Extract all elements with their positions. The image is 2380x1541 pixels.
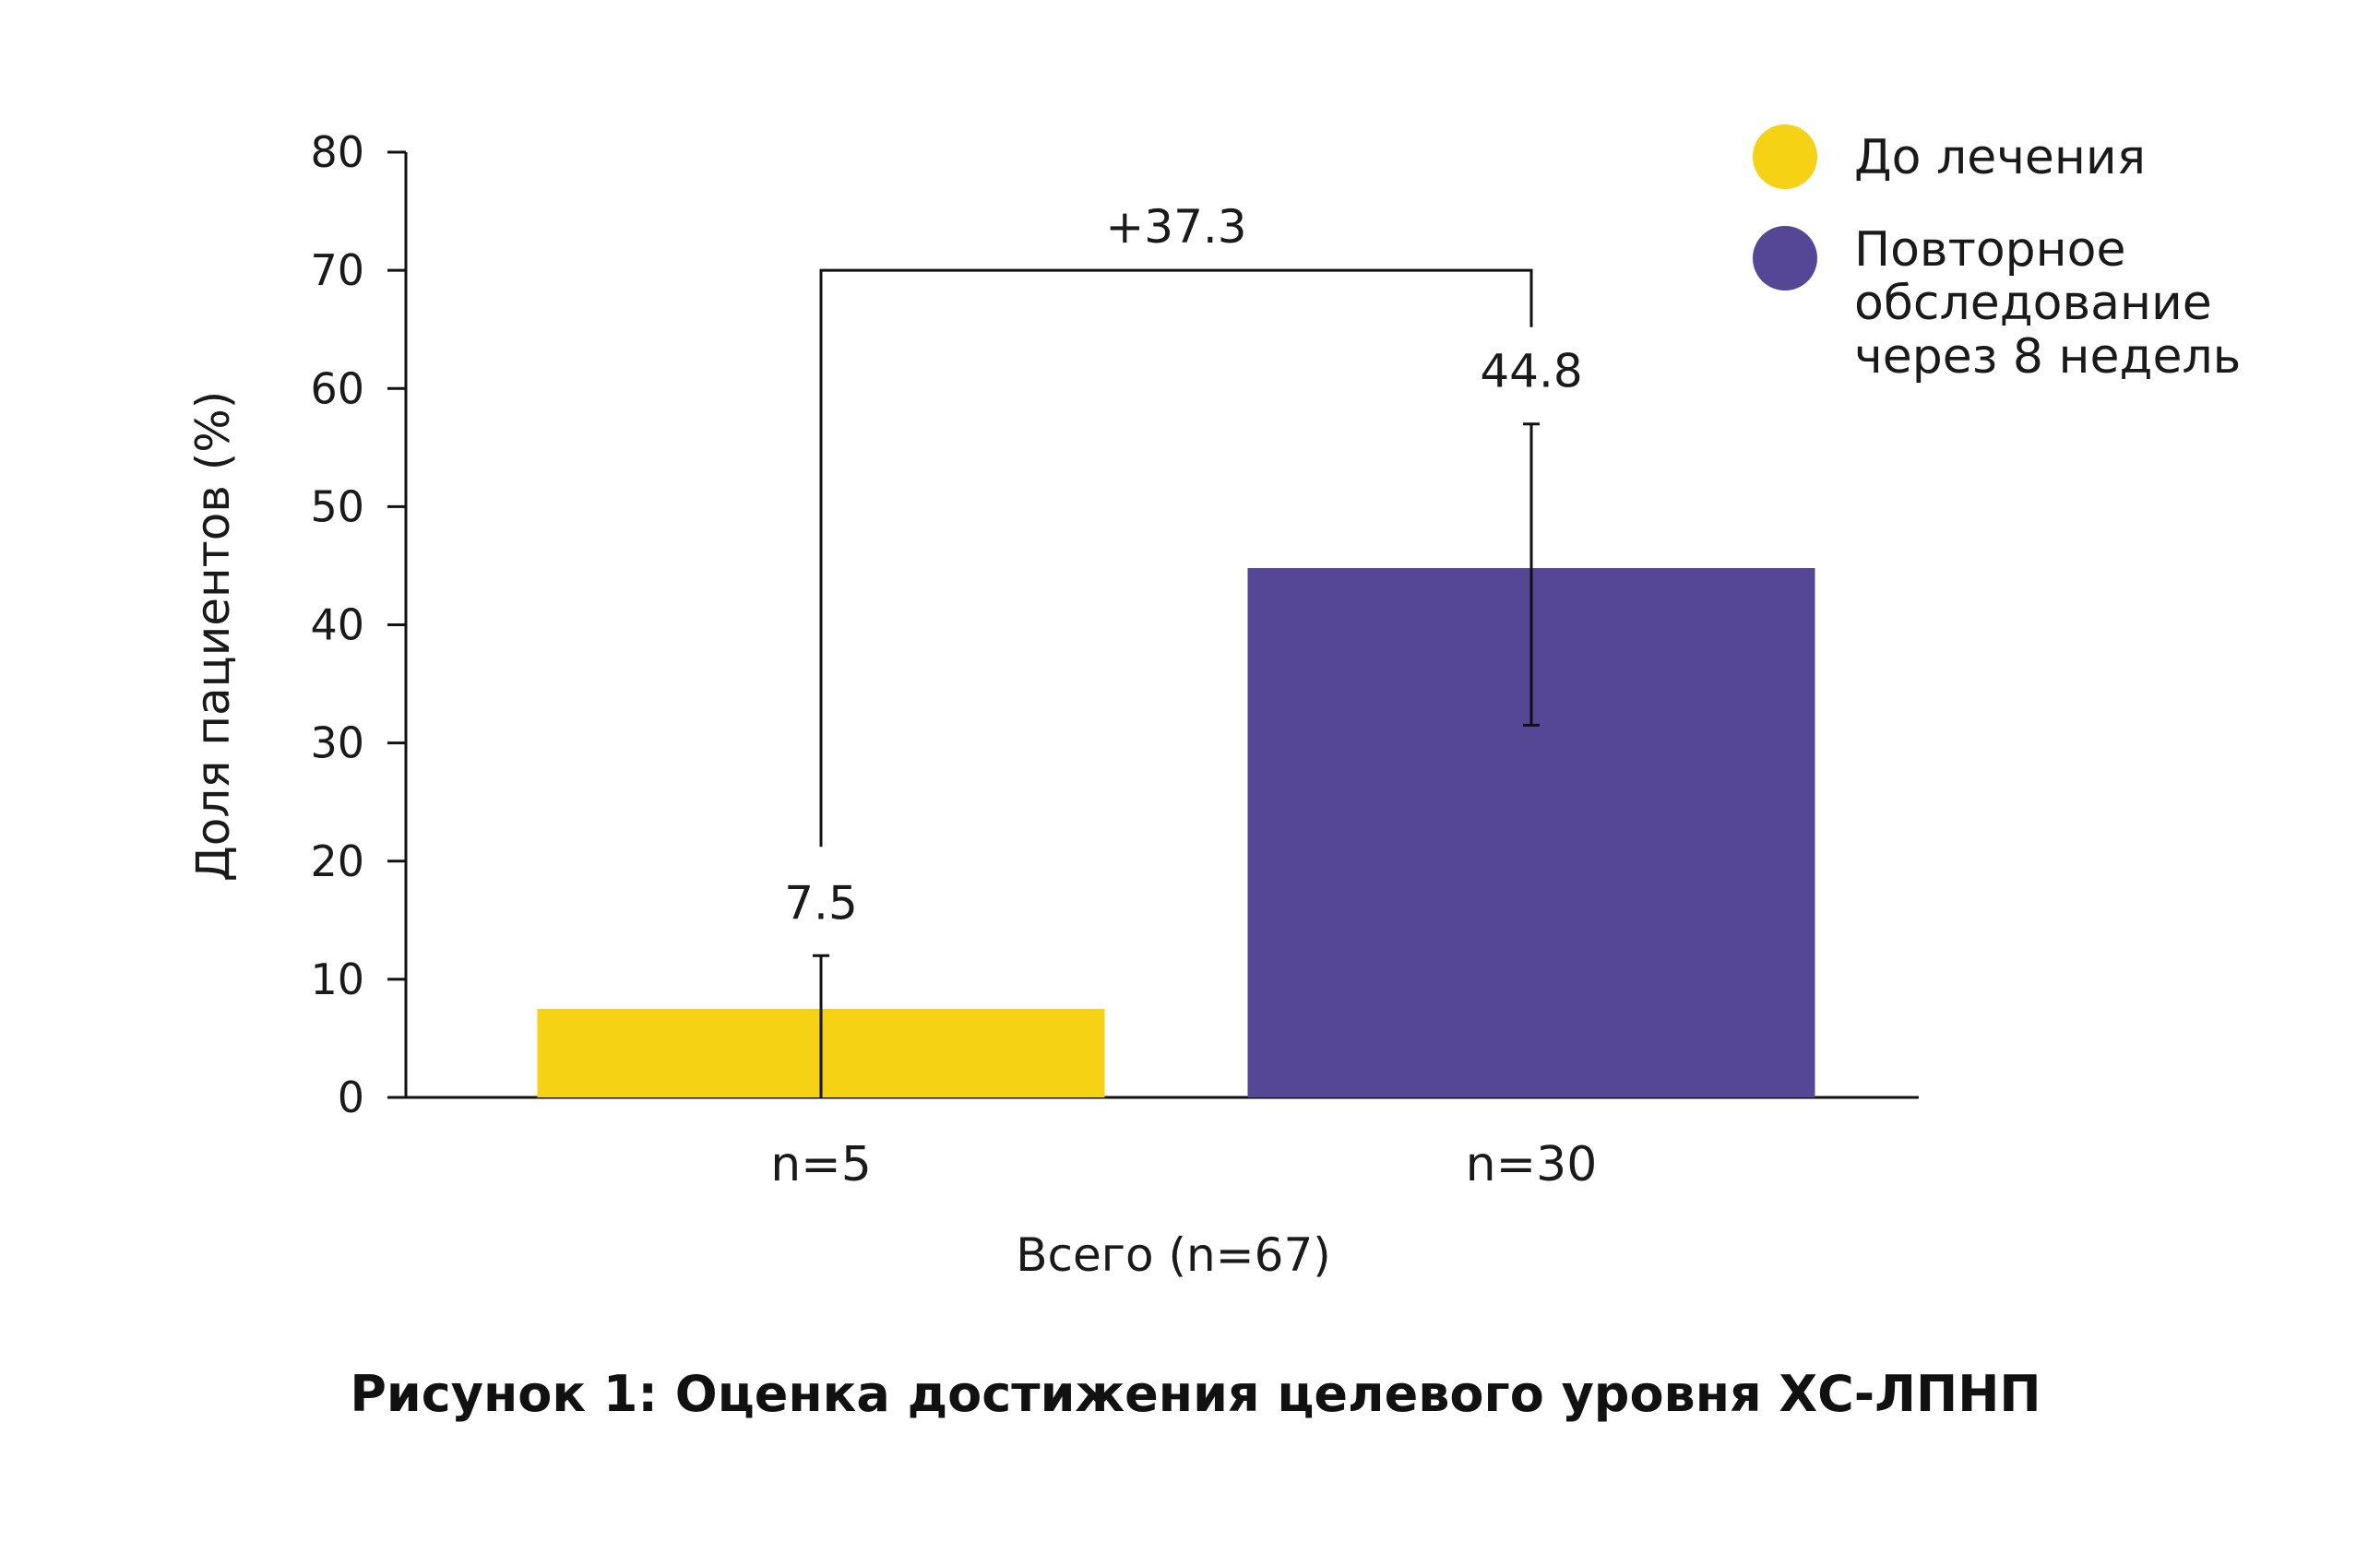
y-tick-label: 40 [310, 600, 364, 650]
y-tick-label: 20 [310, 836, 364, 886]
difference-bracket: +37.3 [819, 200, 1533, 848]
legend-label-after-line: через 8 недель [1854, 329, 2241, 385]
y-tick-label: 30 [310, 718, 364, 768]
figure-caption: Рисунок 1: Оценка достижения целевого ур… [350, 1365, 2041, 1423]
bars [537, 568, 1815, 1097]
difference-label: +37.3 [1105, 200, 1246, 254]
data-label: 7.5 [784, 876, 858, 930]
legend-label-after-line: Повторное [1854, 222, 2125, 278]
x-category-label: n=5 [770, 1137, 872, 1192]
data-labels: 7.5 44.8 [784, 345, 1582, 931]
y-axis-title: Доля пациентов (%) [186, 391, 240, 883]
data-label: 44.8 [1480, 345, 1582, 398]
x-axis: n=5 n=30 [387, 1096, 1919, 1192]
bracket-line [819, 268, 1533, 848]
error-bars [813, 422, 1540, 1097]
y-tick-label: 60 [310, 363, 364, 413]
legend-swatch-after [1753, 226, 1817, 290]
x-axis-title: Всего (n=67) [1016, 1228, 1331, 1282]
y-tick-label: 10 [310, 954, 364, 1004]
legend-label-before: До лечения [1854, 130, 2146, 185]
y-tick-label: 80 [310, 127, 364, 177]
legend-swatch-before [1753, 124, 1817, 189]
y-tick-label: 0 [338, 1073, 364, 1122]
x-category-label: n=30 [1466, 1137, 1598, 1192]
y-tick-label: 50 [310, 481, 364, 531]
y-axis: 0 10 20 30 40 50 60 70 80 [310, 127, 408, 1122]
y-tick-label: 70 [310, 245, 364, 295]
legend-label-after-line: обследование [1854, 276, 2212, 331]
